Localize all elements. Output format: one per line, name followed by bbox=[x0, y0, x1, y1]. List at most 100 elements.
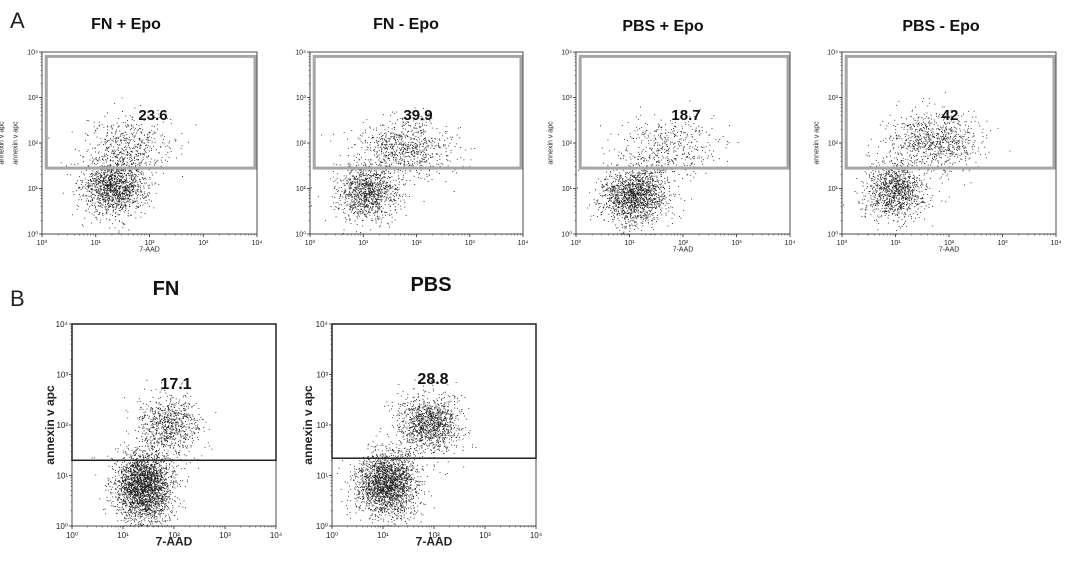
event-dot bbox=[118, 198, 119, 200]
event-dot bbox=[355, 183, 357, 185]
event-dot bbox=[372, 185, 374, 187]
event-dot bbox=[335, 179, 337, 181]
event-dot bbox=[385, 183, 387, 185]
event-dot bbox=[578, 169, 579, 171]
event-dot bbox=[449, 160, 451, 162]
event-dot bbox=[127, 195, 129, 197]
event-dot bbox=[393, 203, 394, 205]
event-dot bbox=[650, 172, 652, 174]
event-dot bbox=[619, 175, 621, 177]
event-dot bbox=[376, 186, 378, 188]
event-dot bbox=[78, 206, 80, 207]
event-dot bbox=[362, 188, 364, 189]
event-dot bbox=[359, 192, 361, 193]
event-dot bbox=[626, 180, 628, 182]
event-dot bbox=[364, 194, 366, 196]
event-dot bbox=[416, 171, 418, 173]
event-dot bbox=[115, 198, 117, 200]
event-dot bbox=[422, 143, 424, 144]
event-dot bbox=[131, 128, 132, 130]
event-dot bbox=[94, 186, 96, 188]
event-dot bbox=[371, 138, 373, 139]
event-dot bbox=[116, 204, 118, 206]
event-dot bbox=[658, 199, 660, 201]
event-dot bbox=[630, 175, 632, 177]
event-dot bbox=[95, 172, 97, 174]
event-dot bbox=[97, 177, 99, 179]
event-dot bbox=[96, 175, 98, 177]
event-dot bbox=[375, 201, 377, 203]
x-axis-label: 7-AAD bbox=[139, 246, 160, 253]
event-dot bbox=[416, 151, 418, 152]
event-dot bbox=[156, 161, 158, 162]
event-dot bbox=[367, 187, 369, 189]
event-dot bbox=[351, 209, 353, 211]
event-dot bbox=[643, 203, 645, 205]
event-dot bbox=[387, 148, 389, 150]
event-dot bbox=[384, 188, 386, 190]
event-dot bbox=[683, 210, 685, 212]
event-dot bbox=[126, 164, 127, 166]
event-dot bbox=[118, 183, 120, 184]
event-dot bbox=[659, 171, 661, 173]
event-dot bbox=[639, 177, 641, 179]
event-dot bbox=[110, 174, 112, 176]
event-dot bbox=[346, 204, 348, 206]
event-dot bbox=[121, 203, 123, 205]
event-dot bbox=[654, 202, 656, 204]
event-dot bbox=[113, 175, 115, 177]
event-dot bbox=[370, 182, 372, 184]
event-dot bbox=[359, 198, 361, 200]
event-dot bbox=[139, 179, 141, 180]
event-dot bbox=[110, 187, 112, 189]
event-dot bbox=[616, 213, 618, 215]
event-dot bbox=[148, 199, 150, 201]
event-dot bbox=[370, 194, 372, 196]
event-dot bbox=[382, 217, 384, 219]
event-dot bbox=[109, 166, 111, 167]
event-dot bbox=[129, 147, 130, 148]
event-dot bbox=[128, 201, 130, 203]
event-dot bbox=[370, 179, 372, 180]
event-dot bbox=[642, 193, 644, 194]
event-dot bbox=[129, 157, 131, 159]
event-dot bbox=[122, 158, 124, 160]
event-dot bbox=[395, 135, 397, 137]
event-dot bbox=[421, 132, 423, 134]
event-dot bbox=[354, 202, 356, 203]
event-dot bbox=[361, 201, 363, 203]
event-dot bbox=[128, 190, 130, 192]
event-dot bbox=[92, 160, 94, 162]
event-dot bbox=[124, 206, 126, 208]
event-dot bbox=[124, 189, 125, 191]
event-dot bbox=[92, 183, 94, 184]
event-dot bbox=[371, 194, 373, 196]
event-dot bbox=[413, 151, 415, 153]
event-dot bbox=[672, 212, 674, 214]
event-dot bbox=[361, 193, 363, 194]
event-dot bbox=[611, 191, 613, 192]
event-dot bbox=[108, 169, 110, 171]
event-dot bbox=[125, 182, 126, 184]
event-dot bbox=[413, 138, 415, 139]
event-dot bbox=[424, 130, 426, 132]
event-dot bbox=[105, 182, 107, 183]
event-dot bbox=[635, 196, 636, 197]
event-dot bbox=[652, 188, 654, 190]
event-dot bbox=[347, 204, 349, 206]
event-dot bbox=[372, 195, 374, 197]
event-dot bbox=[396, 111, 398, 113]
event-dot bbox=[378, 217, 380, 219]
event-dot bbox=[408, 147, 410, 149]
event-dot bbox=[110, 164, 112, 166]
event-dot bbox=[135, 169, 137, 171]
event-dot bbox=[104, 181, 106, 183]
event-dot bbox=[98, 173, 100, 175]
event-dot bbox=[371, 175, 373, 176]
event-dot bbox=[639, 192, 641, 194]
event-dot bbox=[102, 177, 104, 178]
event-dot bbox=[397, 186, 398, 188]
event-dot bbox=[402, 121, 404, 123]
event-dot bbox=[371, 186, 373, 188]
event-dot bbox=[419, 165, 421, 166]
